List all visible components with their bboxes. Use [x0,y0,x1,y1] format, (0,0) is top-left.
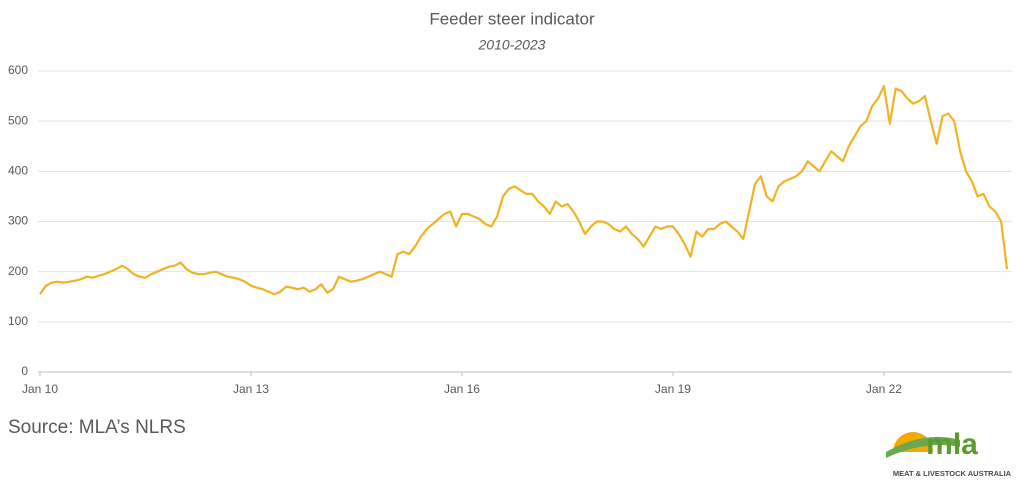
source-note: Source: MLA’s NLRS [8,417,186,438]
logo-field [886,436,960,458]
y-tick-label: 0 [21,364,28,378]
logo: mla MEAT & LIVESTOCK AUSTRALIA [886,428,1012,478]
chart-subtitle: 2010-2023 [478,37,546,53]
x-tick-label: Jan 22 [866,382,902,396]
logo-text: mla [926,428,978,461]
y-tick-label: 400 [8,164,28,178]
chart-title: Feeder steer indicator [429,9,595,28]
y-tick-label: 100 [8,314,28,328]
data-line [39,84,1009,296]
logo-tagline: MEAT & LIVESTOCK AUSTRALIA [893,469,1012,478]
y-tick-label: 500 [8,113,28,127]
x-tick-label: Jan 13 [233,382,269,396]
y-tick-label: 200 [8,264,28,278]
x-tick-label: Jan 19 [655,382,691,396]
x-tick-label: Jan 16 [444,382,480,396]
y-tick-label: 300 [8,214,28,228]
x-tick-label: Jan 10 [22,382,58,396]
y-tick-label: 600 [8,63,28,77]
